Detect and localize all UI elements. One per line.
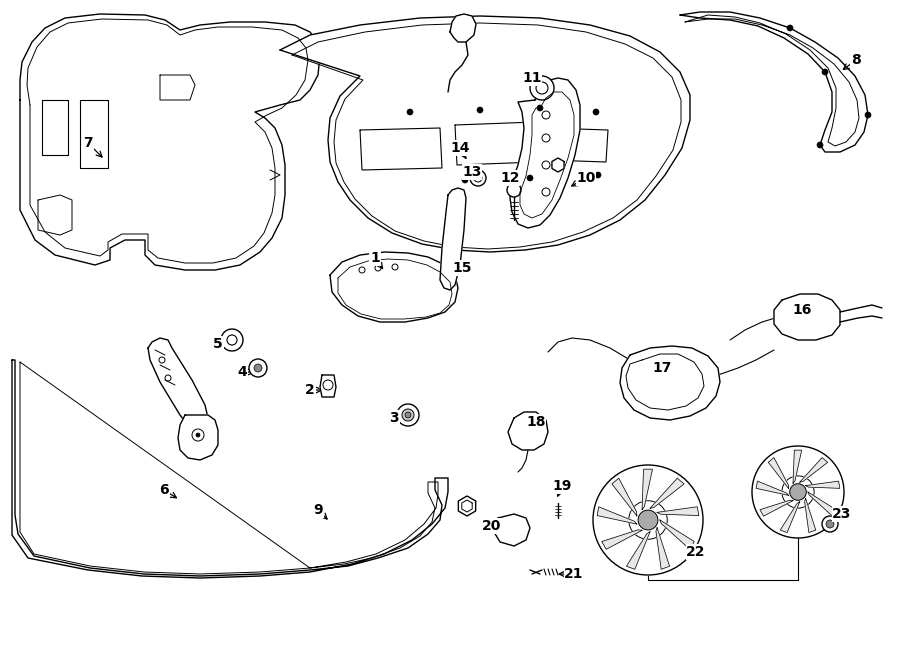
Polygon shape [602, 530, 642, 549]
Polygon shape [510, 78, 580, 228]
Circle shape [405, 412, 411, 418]
Polygon shape [612, 478, 637, 516]
Polygon shape [800, 457, 828, 483]
Polygon shape [760, 500, 793, 516]
Circle shape [221, 329, 243, 351]
Polygon shape [680, 12, 868, 152]
Text: 8: 8 [851, 53, 861, 67]
Polygon shape [178, 415, 218, 460]
Polygon shape [280, 16, 690, 252]
Circle shape [530, 76, 554, 100]
Polygon shape [598, 507, 637, 524]
Text: 21: 21 [564, 567, 584, 581]
Polygon shape [450, 14, 476, 42]
Text: 14: 14 [450, 141, 470, 155]
Polygon shape [642, 469, 652, 510]
Circle shape [826, 520, 834, 528]
Polygon shape [12, 360, 448, 578]
Polygon shape [20, 14, 320, 270]
Circle shape [196, 433, 200, 437]
Polygon shape [793, 450, 802, 483]
Text: 16: 16 [792, 303, 812, 317]
Polygon shape [808, 492, 836, 516]
Polygon shape [657, 507, 698, 516]
Polygon shape [769, 457, 788, 488]
Polygon shape [148, 338, 208, 430]
Text: 20: 20 [482, 519, 501, 533]
Circle shape [477, 107, 483, 113]
Polygon shape [756, 481, 788, 495]
Text: 18: 18 [526, 415, 545, 429]
Circle shape [822, 69, 828, 75]
Circle shape [593, 465, 703, 575]
Polygon shape [440, 188, 466, 290]
Circle shape [470, 170, 486, 186]
Text: 5: 5 [213, 337, 223, 351]
Polygon shape [780, 502, 800, 533]
Circle shape [822, 516, 838, 532]
Text: 15: 15 [452, 261, 472, 275]
Polygon shape [626, 531, 650, 569]
Circle shape [249, 359, 267, 377]
Circle shape [817, 142, 823, 148]
Circle shape [462, 177, 468, 183]
Polygon shape [660, 520, 694, 549]
Circle shape [752, 446, 844, 538]
Circle shape [397, 404, 419, 426]
Polygon shape [330, 252, 458, 322]
Circle shape [527, 175, 533, 181]
Circle shape [407, 109, 413, 115]
Circle shape [865, 112, 871, 118]
Circle shape [593, 109, 599, 115]
Polygon shape [620, 346, 720, 420]
Circle shape [254, 364, 262, 372]
Text: 10: 10 [576, 171, 596, 185]
Polygon shape [656, 527, 670, 569]
Polygon shape [508, 412, 548, 450]
Text: 11: 11 [522, 71, 542, 85]
Polygon shape [458, 496, 476, 516]
Polygon shape [806, 481, 840, 488]
Text: 4: 4 [237, 365, 247, 379]
Polygon shape [805, 498, 815, 533]
Text: 23: 23 [832, 507, 851, 521]
Text: 17: 17 [652, 361, 671, 375]
Text: 2: 2 [305, 383, 315, 397]
Text: 1: 1 [370, 251, 380, 265]
Circle shape [507, 183, 521, 197]
Text: 6: 6 [159, 483, 169, 497]
Text: 13: 13 [463, 165, 482, 179]
Text: 3: 3 [389, 411, 399, 425]
Circle shape [595, 172, 601, 178]
Circle shape [402, 409, 414, 421]
Text: 19: 19 [553, 479, 572, 493]
Polygon shape [320, 375, 336, 397]
Text: 9: 9 [313, 503, 323, 517]
Text: 12: 12 [500, 171, 520, 185]
Text: 22: 22 [686, 545, 706, 559]
Circle shape [638, 510, 658, 530]
Polygon shape [552, 158, 564, 172]
Circle shape [789, 484, 806, 500]
Text: 7: 7 [83, 136, 93, 150]
Circle shape [537, 105, 543, 111]
Polygon shape [774, 294, 840, 340]
Circle shape [787, 25, 793, 31]
Polygon shape [650, 478, 684, 508]
Polygon shape [494, 514, 530, 546]
